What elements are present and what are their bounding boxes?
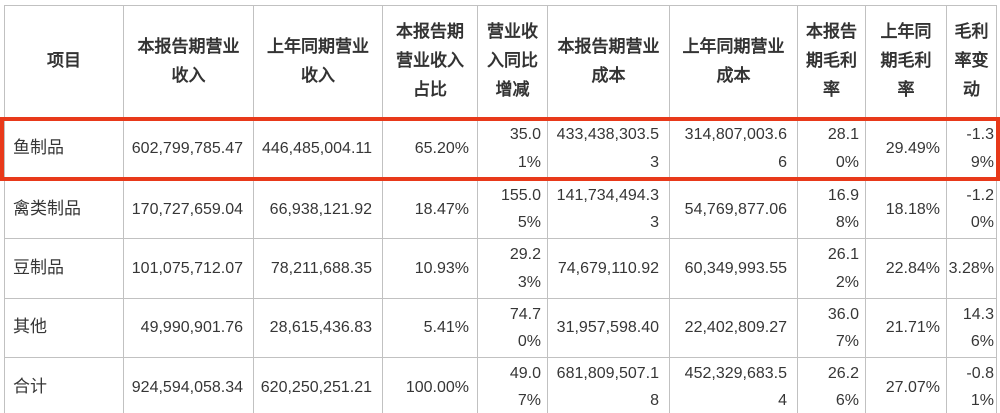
cell: 26.12%	[797, 238, 866, 299]
col-header-margin-change: 毛利率变动	[946, 5, 997, 118]
cell: 27.07%	[865, 357, 947, 413]
cell: 35.01%	[477, 117, 548, 180]
cell: 155.05%	[477, 178, 548, 240]
row-label: 合计	[4, 357, 124, 413]
cell: 100.00%	[382, 357, 478, 413]
col-header-current-revenue: 本报告期营业收入	[123, 5, 254, 118]
cell: 681,809,507.18	[547, 357, 670, 413]
cell: 924,594,058.34	[123, 357, 254, 413]
cell: 16.98%	[797, 178, 866, 240]
cell: 60,349,993.55	[669, 238, 798, 299]
cell: -1.20%	[946, 178, 997, 240]
cell: 602,799,785.47	[123, 117, 254, 180]
cell: -0.81%	[946, 357, 997, 413]
col-header-item: 项目	[4, 5, 124, 118]
cell: 29.49%	[865, 117, 947, 180]
cell: 10.93%	[382, 238, 478, 299]
table-row-total: 合计 924,594,058.34 620,250,251.21 100.00%…	[4, 357, 997, 413]
cell: 78,211,688.35	[253, 238, 383, 299]
cell: 101,075,712.07	[123, 238, 254, 299]
col-header-revenue-yoy: 营业收入同比增减	[477, 5, 548, 118]
cell: 26.26%	[797, 357, 866, 413]
row-label: 豆制品	[4, 238, 124, 299]
cell: 22.84%	[865, 238, 947, 299]
cell: 29.23%	[477, 238, 548, 299]
cell: 66,938,121.92	[253, 178, 383, 240]
col-header-prior-cost: 上年同期营业成本	[669, 5, 798, 118]
cell: 28.10%	[797, 117, 866, 180]
cell: 452,329,683.54	[669, 357, 798, 413]
header-row: 项目 本报告期营业收入 上年同期营业收入 本报告期营业收入占比 营业收入同比增减…	[4, 5, 997, 118]
row-label: 禽类制品	[4, 178, 124, 240]
cell: 18.18%	[865, 178, 947, 240]
cell: -1.39%	[946, 117, 997, 180]
cell: 74.70%	[477, 297, 548, 359]
cell: 74,679,110.92	[547, 238, 670, 299]
cell: 620,250,251.21	[253, 357, 383, 413]
row-label: 鱼制品	[4, 117, 124, 180]
cell: 5.41%	[382, 297, 478, 359]
row-label: 其他	[4, 297, 124, 359]
cell: 28,615,436.83	[253, 297, 383, 359]
cell: 18.47%	[382, 178, 478, 240]
cell: 31,957,598.40	[547, 297, 670, 359]
cell: 22,402,809.27	[669, 297, 798, 359]
col-header-current-margin: 本报告期毛利率	[797, 5, 866, 118]
table-row-poultry-products: 禽类制品 170,727,659.04 66,938,121.92 18.47%…	[4, 178, 997, 240]
col-header-current-cost: 本报告期营业成本	[547, 5, 670, 118]
cell: 3.28%	[946, 238, 997, 299]
col-header-prior-margin: 上年同期毛利率	[865, 5, 947, 118]
col-header-revenue-share: 本报告期营业收入占比	[382, 5, 478, 118]
cell: 21.71%	[865, 297, 947, 359]
segment-revenue-table: 项目 本报告期营业收入 上年同期营业收入 本报告期营业收入占比 营业收入同比增减…	[4, 5, 997, 413]
col-header-prior-revenue: 上年同期营业收入	[253, 5, 383, 118]
cell: 65.20%	[382, 117, 478, 180]
cell: 54,769,877.06	[669, 178, 798, 240]
cell: 36.07%	[797, 297, 866, 359]
table-row-bean-products: 豆制品 101,075,712.07 78,211,688.35 10.93% …	[4, 238, 997, 299]
cell: 14.36%	[946, 297, 997, 359]
cell: 433,438,303.53	[547, 117, 670, 180]
cell: 141,734,494.33	[547, 178, 670, 240]
cell: 49,990,901.76	[123, 297, 254, 359]
cell: 170,727,659.04	[123, 178, 254, 240]
cell: 446,485,004.11	[253, 117, 383, 180]
table-row-fish-products: 鱼制品 602,799,785.47 446,485,004.11 65.20%…	[4, 117, 997, 180]
cell: 49.07%	[477, 357, 548, 413]
table-row-other: 其他 49,990,901.76 28,615,436.83 5.41% 74.…	[4, 297, 997, 359]
cell: 314,807,003.66	[669, 117, 798, 180]
